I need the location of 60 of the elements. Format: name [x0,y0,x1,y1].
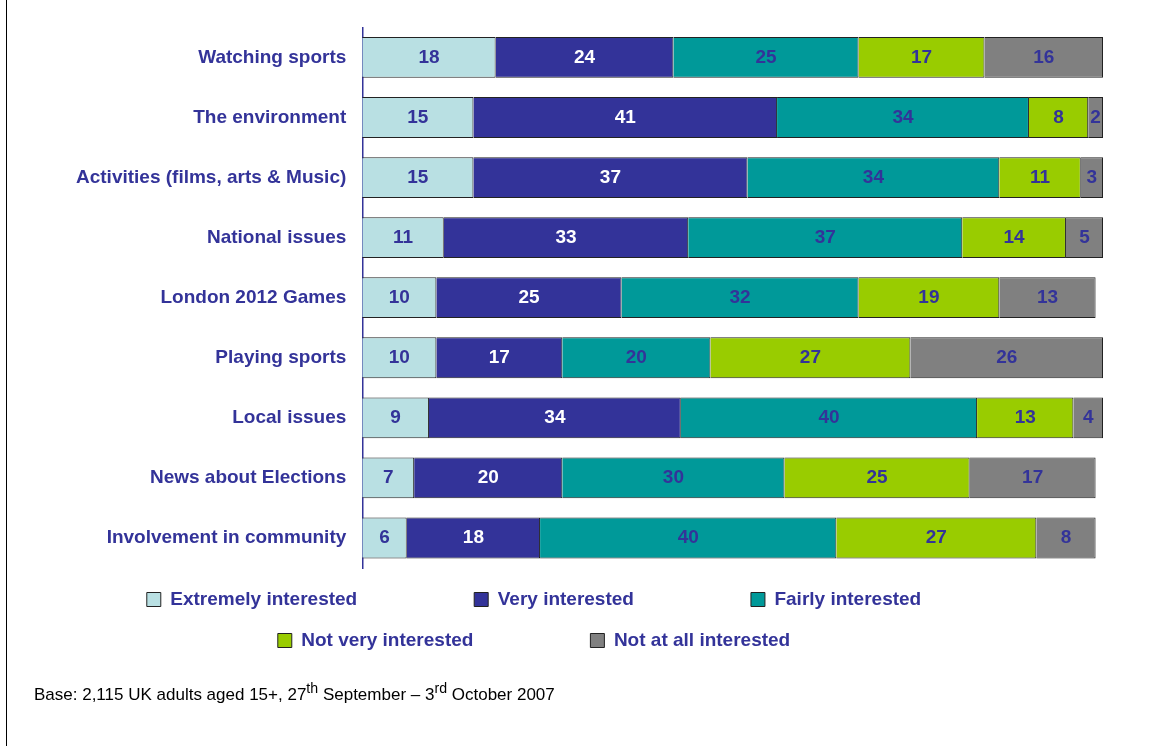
y-tick-label: Local issues [232,406,347,428]
data-label: 5 [1079,225,1091,247]
y-tick-label: Activities (films, arts & Music) [76,165,347,187]
data-label: 37 [599,165,621,187]
y-tick-label: Playing sports [215,346,347,367]
data-label: 27 [925,526,947,548]
y-tick-label: Watching sports [198,45,347,67]
data-label: 25 [866,466,889,488]
data-label: 17 [1022,466,1044,488]
data-label: 7 [382,466,394,488]
legend-label: Not at all interested [613,628,886,650]
data-label: 37 [814,225,836,247]
data-label: 40 [818,406,840,428]
data-label: 2 [1090,105,1101,127]
data-label: 6 [379,526,390,548]
data-label: 13 [1036,285,1059,307]
data-label: 17 [910,45,933,67]
data-label: 33 [555,225,577,247]
data-label: 10 [388,346,410,367]
data-label: 24 [573,45,596,67]
legend-label: Extremely interested [170,587,453,609]
data-label: 8 [1053,105,1064,127]
data-label: 30 [662,466,684,488]
data-label: 20 [477,466,499,488]
data-label: 15 [407,105,429,127]
data-label: 27 [799,346,821,367]
data-label: 17 [488,346,510,367]
data-label: 41 [614,105,637,127]
legend-label: Fairly interested [774,587,1017,609]
data-label: 11 [1029,165,1051,187]
data-label: 25 [518,285,540,307]
data-label: 40 [677,526,699,548]
data-label: 8 [1060,526,1072,548]
data-label: 34 [892,105,915,127]
data-label: 18 [418,45,440,67]
data-label: 25 [755,45,777,67]
y-tick-label: London 2012 Games [160,285,347,307]
data-label: 26 [996,346,1018,367]
data-label: 32 [729,285,751,307]
data-label: 18 [462,526,484,548]
legend-label: Very interested [497,587,729,609]
data-label: 20 [625,346,647,367]
data-label: 13 [1014,406,1036,428]
data-label: 9 [390,406,401,428]
y-tick-label: Involvement in community [106,526,347,548]
y-tick-label: News about Elections [149,466,347,488]
data-label: 19 [918,285,940,307]
data-label: 14 [1003,225,1026,247]
data-label: 11 [392,225,414,247]
y-tick-label: The environment [193,105,347,127]
data-label: 34 [544,406,566,428]
data-label: 3 [1086,165,1098,187]
text: Base: 2,115 UK adults aged 15+, 27$^{th}$ September – 3$^{rd}$ October 2007 [34,680,555,705]
data-label: 15 [407,165,429,187]
data-label: 34 [862,165,885,187]
y-tick-label: National issues [206,225,347,247]
data-label: 4 [1082,406,1094,428]
data-label: 16 [1033,45,1055,67]
legend-label: Not very interested [301,628,569,650]
data-label: 10 [388,285,410,307]
